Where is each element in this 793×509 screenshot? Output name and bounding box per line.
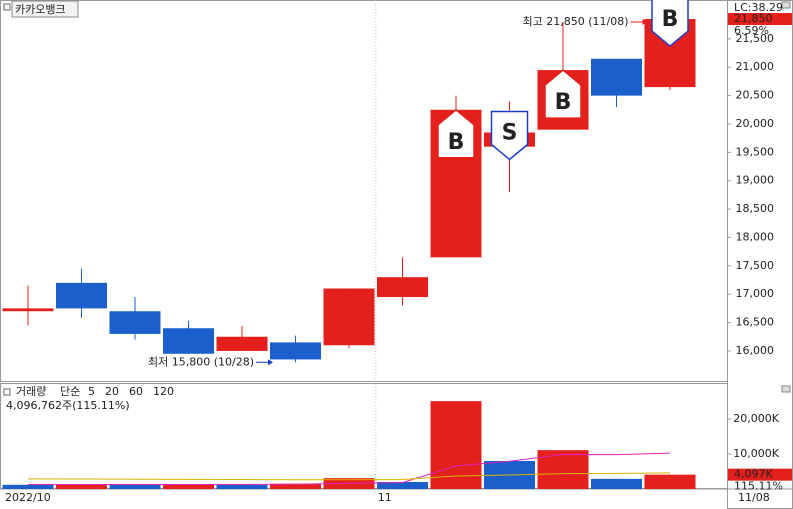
candle-body [109,311,161,334]
chart-title: 카카오뱅크 [15,3,66,16]
y-tick-label: 20,000 [736,117,775,130]
y-tick-label: 16,000 [736,344,775,357]
y-tick-label: 16,500 [736,316,775,329]
lc-label: LC:38.29 [734,1,783,14]
y-tick-label: 18,500 [736,202,775,215]
last-price-label: 21,850 [734,12,773,25]
title-box [11,0,79,18]
signal-label: B [448,130,465,155]
y-tick-label: 20,000K [733,412,779,425]
volume-bar [644,474,696,489]
annotation-arrow-head [268,359,273,366]
y-tick-label: 19,000 [736,174,775,187]
candle-body [2,308,54,312]
y-tick-label: 17,500 [736,259,775,272]
volume-bar [537,450,589,489]
candle-body [163,328,214,354]
candle-body [377,277,428,298]
volume-bar [216,484,268,489]
legend-entry: 120 [153,385,174,398]
candle-body [56,282,107,309]
ma-line [28,452,671,485]
signal-marker [437,108,475,159]
annotation-arrow-head [642,19,648,26]
panel-button[interactable] [781,1,791,9]
signal-marker [651,0,689,47]
candle-body [216,336,268,351]
volume-label: 거래량 [16,385,46,398]
x-tick-label: 11 [378,491,392,504]
legend-entry: 60 [129,385,143,398]
low-annotation: 최저 15,800 (10/28) [148,355,254,368]
volume-info: 4,096,762주(115.11%) [6,399,130,412]
panel-button[interactable] [781,385,791,393]
signal-label: S [502,120,518,145]
volume-bar [377,482,428,489]
ma-line [27,472,671,481]
last-price-box [728,13,792,26]
ma-label: 단순 [60,385,80,398]
signal-label: B [555,90,572,115]
y-tick-label: 19,500 [736,145,775,158]
high-annotation: 최고 21,850 (11/08) [522,15,628,28]
change-label: 6.59% [734,24,769,37]
volume-bar [270,483,321,489]
signal-label: B [662,7,679,32]
y-tick-label: 10,000K [733,447,779,460]
volume-bar [2,484,54,489]
volume-bar [163,484,214,489]
volume-bar [109,484,161,489]
candle-body [591,58,642,96]
legend-entry: 5 [88,385,95,398]
y-tick-label: 21,000 [736,60,775,73]
last-date: 11/08 [738,491,770,504]
y-tick-label: 17,000 [736,287,775,300]
signal-marker [490,110,529,161]
volume-ratio: 115.11% [734,480,783,493]
panel-icon [3,388,11,396]
y-tick-label: 21,500 [736,32,775,45]
legend-entry: 20 [105,385,119,398]
volume-bar [591,478,642,489]
volume-bar [56,484,107,489]
y-tick-label: 20,500 [736,89,775,102]
panel-icon [3,3,11,11]
last-volume-box [728,468,792,481]
y-tick-label: 18,000 [736,230,775,243]
candle-body [323,288,375,346]
volume-bar [430,401,482,489]
signal-marker [544,69,582,119]
candle-body [270,342,321,360]
last-volume-label: 4,097K [734,468,773,481]
x-tick-label: 2022/10 [5,491,51,504]
